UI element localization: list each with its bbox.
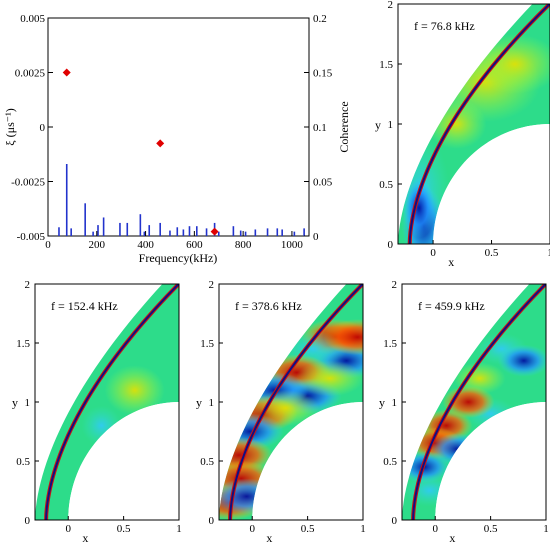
y2-tick-label: 0.15: [313, 68, 333, 80]
coherence-series: [58, 164, 305, 236]
x-tick-label: 0: [65, 523, 71, 535]
y-tick-label: 0: [25, 515, 31, 527]
x-tick-label: 1000: [281, 239, 304, 251]
growth-rate-point: [62, 68, 71, 77]
y-tick-label: 1: [25, 397, 31, 409]
y-tick-label: 2: [209, 279, 215, 291]
x-tick-label: 0.5: [485, 247, 499, 259]
x-axis-label: x: [266, 531, 272, 545]
y2-axis-label: Coherence: [337, 101, 351, 152]
y-axis-label: y: [12, 396, 18, 410]
shock-line: [408, 4, 550, 244]
heatmap-field: [219, 284, 363, 520]
x-tick-label: 400: [137, 239, 154, 251]
frequency-annotation: f = 378.6 kHz: [235, 299, 302, 313]
x-axis-label: Frequency(kHz): [139, 251, 218, 265]
field-blob: [497, 344, 546, 377]
growth-rate-series: [62, 68, 219, 236]
x-tick-label: 1: [360, 523, 366, 535]
shock-line: [412, 284, 546, 520]
y-tick-label: 1.5: [16, 338, 30, 350]
y-tick-label: 2: [388, 0, 394, 11]
field-blob: [323, 319, 363, 356]
axis-ticks: 0 200 400 600 800 1000 -0.005 -0.0025 0 0.0025 0.0…: [11, 13, 333, 251]
y-tick-label: 1: [209, 397, 215, 409]
x-tick-label: 200: [89, 239, 106, 251]
x-tick-label: 1: [176, 523, 182, 535]
body-surface: [433, 124, 550, 244]
field-blob: [251, 389, 320, 426]
shock-line: [229, 284, 363, 520]
x-tick-label: 0: [432, 523, 438, 535]
frequency-annotation: f = 459.9 kHz: [418, 299, 485, 313]
y-tick-label: 2: [25, 279, 31, 291]
growth-rate-point: [210, 227, 219, 236]
y-tick-label: 0.5: [16, 456, 30, 468]
mode-shape-panel-1: 0 0.5 1 0 0.5 1 1.5 2 x y f = 76.8 kHz: [375, 0, 550, 269]
y-tick-label: 0.005: [20, 13, 45, 25]
y-tick-label: -0.005: [17, 231, 46, 243]
frequency-annotation: f = 152.4 kHz: [51, 299, 118, 313]
x-tick-label: 0: [45, 239, 51, 251]
y-tick-label: 0.5: [383, 456, 397, 468]
body-surface: [435, 402, 546, 520]
x-tick-label: 800: [235, 239, 252, 251]
y-tick-label: 1.5: [379, 59, 393, 71]
body-surface: [252, 402, 363, 520]
shock-line: [45, 284, 179, 520]
field-blob: [426, 99, 487, 149]
y-axis-label: y: [375, 118, 381, 132]
spectrum-chart: 0 200 400 600 800 1000 -0.005 -0.0025 0 0.0025 0.0…: [3, 13, 351, 265]
field-blob: [295, 360, 363, 397]
plot-frame: [47, 17, 310, 237]
y-tick-label: 0.5: [200, 456, 214, 468]
mode-shape-panel-2: 0 0.5 1 0 0.5 1 1.5 2 x y f = 152.4 kHz: [12, 279, 182, 545]
mode-shape-panel-3: 0 0.5 1 0 0.5 1 1.5 2 x y f = 378.6 kHz: [196, 279, 366, 545]
y-tick-label: 0: [392, 515, 398, 527]
x-tick-label: 1: [543, 523, 549, 535]
x-tick-label: 0: [430, 247, 436, 259]
x-axis-label: x: [82, 531, 88, 545]
field-blob: [104, 365, 165, 416]
heatmap-field: [398, 4, 550, 244]
x-tick-label: 1: [547, 247, 550, 259]
y-axis-label: ξ (μs⁻¹): [3, 108, 17, 145]
growth-rate-point: [156, 139, 165, 148]
y-tick-label: 0.5: [379, 179, 393, 191]
y2-tick-label: 0.2: [313, 13, 327, 25]
y-tick-label: 1: [392, 397, 398, 409]
x-axis-label: x: [448, 255, 454, 269]
body-surface: [68, 402, 179, 520]
y-tick-label: 1: [388, 119, 394, 131]
x-tick-label: 0: [249, 523, 255, 535]
x-tick-label: 600: [186, 239, 203, 251]
y-tick-label: -0.0025: [11, 177, 45, 189]
y2-tick-label: 0.1: [313, 122, 327, 134]
y-axis-label: y: [379, 396, 385, 410]
mode-shape-panel-4: 0 0.5 1 0 0.5 1 1.5 2 x y f = 459.9 kHz: [379, 279, 549, 545]
y-tick-label: 0: [388, 239, 394, 251]
y-tick-label: 2: [392, 279, 398, 291]
y-tick-label: 1.5: [200, 338, 214, 350]
x-tick-label: 0.5: [117, 523, 131, 535]
x-axis-label: x: [449, 531, 455, 545]
x-tick-label: 0.5: [301, 523, 315, 535]
y-tick-label: 0: [40, 122, 46, 134]
frequency-annotation: f = 76.8 kHz: [414, 19, 475, 33]
y-tick-label: 1.5: [383, 338, 397, 350]
y-tick-label: 0.0025: [15, 68, 46, 80]
y2-tick-label: 0: [313, 231, 319, 243]
x-tick-label: 0.5: [484, 523, 498, 535]
y-axis-label: y: [196, 396, 202, 410]
y-tick-label: 0: [209, 515, 215, 527]
y2-tick-label: 0.05: [313, 177, 333, 189]
